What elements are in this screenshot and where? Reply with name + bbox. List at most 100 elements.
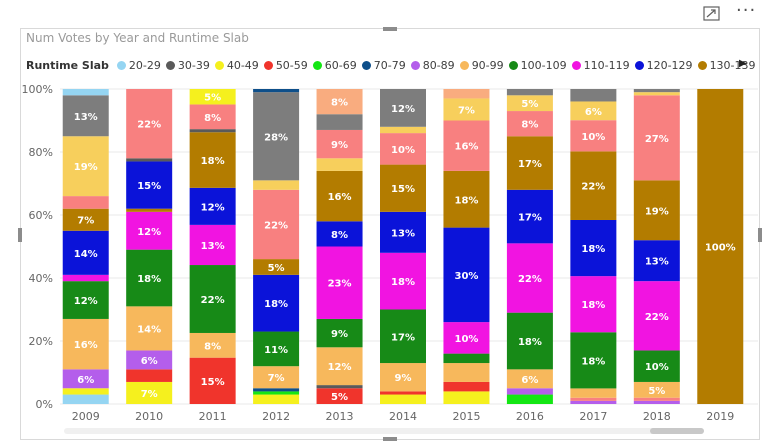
- bar-segment-2011: [189, 104, 236, 130]
- bar-segment-2012: [253, 331, 300, 367]
- bar-segment-2018: [633, 89, 680, 93]
- data-label: 13%: [74, 112, 98, 123]
- bar-segment-2009: [62, 208, 109, 231]
- bar-segment-2012: [253, 259, 300, 275]
- legend-label: 80-89: [422, 58, 455, 72]
- resize-handle-left[interactable]: [18, 228, 22, 242]
- data-label: 22%: [201, 295, 225, 306]
- bar-segment-2014: [380, 211, 426, 253]
- bar-segment-2015: [443, 89, 490, 99]
- data-label: 14%: [74, 249, 98, 260]
- data-label: 8%: [521, 120, 538, 131]
- bar-segment-2012: [253, 391, 300, 395]
- bar-segment-2009: [62, 281, 109, 319]
- legend-item-40-49[interactable]: 40-49: [214, 59, 259, 72]
- bar-segment-2009: [62, 388, 109, 395]
- bar-segment-2014: [380, 89, 426, 127]
- legend-item-100-109[interactable]: 100-109: [508, 59, 567, 72]
- resize-handle-top[interactable]: [383, 27, 397, 31]
- bar-segment-2017: [570, 151, 617, 220]
- legend-item-70-79[interactable]: 70-79: [361, 59, 406, 72]
- data-label: 5%: [521, 99, 538, 110]
- data-label: 19%: [74, 162, 98, 173]
- bar-segment-2017: [570, 388, 617, 398]
- data-label: 10%: [454, 334, 478, 345]
- x-tick-label-2011: 2011: [199, 410, 227, 423]
- bar-segment-2016: [506, 95, 553, 112]
- data-label: 18%: [581, 244, 605, 255]
- legend-item-50-59[interactable]: 50-59: [263, 59, 308, 72]
- legend-item-120-129[interactable]: 120-129: [634, 58, 693, 72]
- bar-segment-2016: [506, 369, 553, 389]
- legend-item-80-89[interactable]: 80-89: [410, 58, 455, 72]
- data-label: 18%: [581, 300, 605, 311]
- bar-segment-2011: [189, 187, 236, 225]
- focus-mode-icon[interactable]: [703, 6, 720, 21]
- bar-segment-2017: [570, 332, 617, 389]
- bar-segment-2010: [126, 249, 173, 307]
- legend-dot-icon: [508, 60, 518, 70]
- bar-segment-2017: [570, 397, 617, 401]
- legend-item-60-69[interactable]: 60-69: [312, 58, 357, 72]
- data-label: 12%: [328, 362, 352, 373]
- bar-segment-2011: [189, 357, 236, 404]
- data-label: 7%: [458, 105, 475, 116]
- legend-item-30-39[interactable]: 30-39: [165, 58, 210, 72]
- bar-segment-2012: [253, 274, 300, 332]
- data-label: 30%: [454, 271, 478, 282]
- horizontal-scrollbar-track[interactable]: [64, 428, 704, 434]
- bar-segment-2009: [62, 230, 109, 275]
- data-label: 8%: [204, 341, 221, 352]
- legend-dot-icon: [116, 60, 126, 70]
- legend-label: 110-119: [583, 58, 630, 72]
- data-label: 22%: [137, 120, 161, 131]
- bar-segment-2011: [189, 265, 236, 333]
- bar-segment-2013: [316, 246, 363, 319]
- legend-item-90-99[interactable]: 90-99: [459, 59, 504, 72]
- data-label: 6%: [521, 375, 538, 386]
- bar-segment-2009: [62, 95, 109, 137]
- legend-label: 60-69: [324, 58, 357, 72]
- resize-handle-right[interactable]: [758, 228, 762, 242]
- data-label: 22%: [518, 274, 542, 285]
- legend-dot-icon: [571, 60, 581, 70]
- bar-segment-2013: [316, 114, 363, 130]
- bar-segment-2014: [380, 252, 426, 310]
- data-label: 22%: [264, 220, 288, 231]
- bar-segment-2015: [443, 381, 490, 392]
- bar-segment-2009: [62, 196, 109, 209]
- more-options-icon[interactable]: ···: [736, 0, 757, 21]
- bar-segment-2010: [126, 350, 173, 370]
- resize-handle-bottom[interactable]: [383, 437, 397, 441]
- data-label: 15%: [201, 377, 225, 388]
- bar-segment-2013: [316, 89, 363, 115]
- bar-segment-2010: [126, 158, 173, 162]
- bar-segment-2009: [62, 274, 109, 282]
- x-tick-label-2018: 2018: [643, 410, 671, 423]
- data-label: 9%: [395, 373, 412, 384]
- data-label: 100%: [705, 243, 736, 254]
- x-tick-label-2013: 2013: [326, 410, 354, 423]
- legend-item-110-119[interactable]: 110-119: [571, 58, 630, 72]
- data-label: 18%: [264, 299, 288, 310]
- data-label: 6%: [141, 356, 158, 367]
- horizontal-scrollbar-thumb[interactable]: [650, 428, 704, 434]
- data-label: 15%: [137, 181, 161, 192]
- data-label: 12%: [201, 202, 225, 213]
- x-tick-label-2014: 2014: [389, 410, 417, 423]
- legend-label: 30-39: [177, 58, 210, 72]
- bar-segment-2014: [380, 394, 426, 404]
- legend-label: 20-29: [128, 58, 161, 72]
- bar-segment-2017: [570, 89, 617, 102]
- legend-next-arrow-icon[interactable]: ▶: [739, 58, 747, 69]
- legend-item-20-29[interactable]: 20-29: [116, 58, 161, 72]
- legend-label: 120-129: [646, 58, 693, 72]
- data-label: 10%: [581, 132, 605, 143]
- legend-item-130-139[interactable]: 130-139: [697, 59, 756, 72]
- bar-segment-2018: [633, 350, 680, 382]
- bar-segment-2016: [506, 136, 553, 190]
- bar-segment-2012: [253, 89, 300, 93]
- data-label: 15%: [391, 184, 415, 195]
- y-tick-label: 20%: [29, 335, 53, 348]
